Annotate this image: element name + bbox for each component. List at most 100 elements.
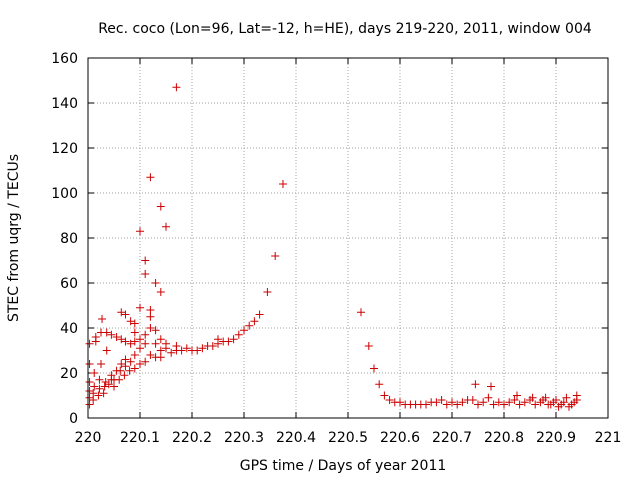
data-point	[85, 378, 94, 386]
data-point	[151, 279, 160, 287]
data-point	[136, 335, 144, 344]
data-point	[102, 346, 111, 355]
data-point	[528, 393, 537, 402]
x-tick-label: 220.1	[120, 430, 160, 446]
data-point	[146, 173, 155, 182]
x-tick-label: 220.2	[172, 430, 212, 446]
data-point	[224, 337, 233, 346]
data-point	[126, 357, 135, 366]
data-point	[156, 335, 165, 344]
data-point	[104, 380, 113, 389]
y-tick-label: 120	[51, 141, 78, 157]
data-point	[474, 400, 482, 409]
y-tick-label: 140	[51, 96, 78, 112]
data-point	[562, 393, 571, 402]
data-point	[95, 375, 104, 384]
data-point	[484, 393, 493, 402]
data-point	[541, 393, 550, 402]
data-point	[279, 180, 287, 188]
data-point	[250, 317, 259, 326]
data-point	[112, 333, 121, 341]
data-point	[85, 360, 94, 368]
data-point	[126, 317, 135, 326]
data-point	[141, 330, 150, 339]
data-point	[162, 222, 170, 231]
data-point	[141, 270, 150, 278]
data-point	[520, 398, 529, 407]
data-point	[117, 360, 126, 368]
data-point	[85, 400, 94, 409]
data-point	[146, 351, 155, 359]
data-point	[116, 366, 125, 375]
data-point	[117, 308, 126, 317]
data-point	[146, 312, 155, 321]
data-point	[85, 387, 94, 395]
x-tick-label: 220.8	[484, 430, 524, 446]
data-point	[198, 344, 207, 353]
y-axis-label: STEC from uqrg / TECUs	[6, 154, 22, 322]
x-axis-label: GPS time / Days of year 2011	[240, 458, 447, 474]
x-tick-label: 220.6	[380, 430, 420, 446]
data-point	[115, 375, 124, 384]
data-point	[90, 382, 99, 391]
data-point	[357, 308, 365, 317]
x-tick-label: 220.9	[536, 430, 576, 446]
data-point	[167, 348, 176, 357]
data-point	[531, 400, 540, 409]
data-point	[572, 391, 581, 400]
data-point	[432, 398, 441, 407]
data-point	[156, 202, 165, 211]
data-point	[94, 391, 103, 400]
data-point	[500, 400, 508, 409]
data-point	[146, 324, 155, 332]
chart-title: Rec. coco (Lon=96, Lat=-12, h=HE), days …	[98, 21, 592, 37]
y-tick-label: 80	[60, 231, 78, 247]
y-tick-label: 100	[51, 186, 78, 202]
data-point	[172, 83, 181, 92]
data-point	[156, 288, 165, 296]
data-point	[120, 371, 129, 380]
data-point	[107, 371, 116, 380]
data-point	[380, 391, 389, 400]
data-point	[99, 389, 108, 398]
data-point	[552, 396, 560, 404]
data-point	[240, 326, 248, 335]
data-point	[229, 335, 238, 344]
data-point	[172, 342, 181, 350]
data-point	[98, 315, 107, 323]
data-point	[458, 398, 467, 407]
data-point	[489, 400, 498, 409]
data-point	[121, 310, 130, 319]
data-point	[90, 369, 99, 377]
x-tick-label: 220.3	[224, 430, 264, 446]
y-tick-label: 20	[60, 366, 78, 382]
data-point	[146, 306, 155, 314]
axis-ticks: 220 220.1 220.2 220.3 220.4 220.5 220.6 220.7 22…	[51, 51, 621, 446]
data-point	[370, 364, 378, 373]
data-point	[513, 391, 521, 400]
data-point	[136, 227, 144, 236]
data-point	[121, 355, 130, 364]
data-point	[214, 335, 222, 344]
data-point	[117, 335, 126, 344]
y-tick-label: 0	[69, 411, 78, 427]
data-point	[110, 382, 118, 391]
data-point	[510, 396, 519, 404]
data-point	[141, 256, 150, 265]
data-point	[364, 342, 373, 350]
data-point	[471, 380, 480, 389]
data-point	[85, 339, 94, 348]
data-point	[263, 288, 272, 296]
data-point	[515, 400, 524, 409]
data-point	[141, 339, 150, 348]
data-point	[468, 396, 477, 404]
data-point	[130, 351, 139, 359]
data-point	[95, 384, 104, 393]
data-point	[89, 396, 98, 404]
data-point	[130, 328, 139, 337]
y-tick-label: 60	[60, 276, 78, 292]
y-tick-label: 160	[51, 51, 78, 67]
data-point	[136, 360, 144, 368]
data-point	[136, 303, 144, 312]
data-point	[375, 380, 384, 389]
